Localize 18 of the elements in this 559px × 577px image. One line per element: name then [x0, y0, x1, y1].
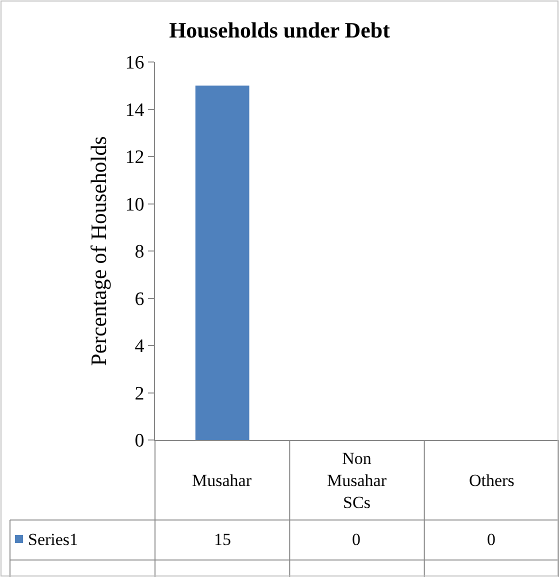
y-tick-label: 14: [125, 100, 145, 121]
y-tick-label: 6: [134, 288, 144, 310]
chart-title: Households under Debt: [169, 18, 391, 43]
y-axis-title: Percentage of Households: [86, 136, 111, 366]
legend-label: Series1: [28, 530, 78, 549]
x-tick-label: Non Musahar SCs: [327, 449, 387, 512]
y-tick-label: 4: [134, 336, 145, 358]
x-tick-label: Others: [469, 471, 514, 490]
data-label: 0: [487, 530, 496, 549]
data-label: 15: [214, 530, 231, 549]
y-tick-label: 16: [125, 52, 144, 74]
y-tick-label: 0: [134, 430, 144, 452]
x-tick-label: Musahar: [192, 471, 252, 490]
y-tick-label: 8: [134, 242, 144, 263]
y-tick-label: 10: [125, 194, 144, 216]
y-tick-label: 12: [125, 147, 144, 168]
y-tick-label: 2: [134, 383, 144, 404]
data-label: 0: [352, 530, 360, 549]
